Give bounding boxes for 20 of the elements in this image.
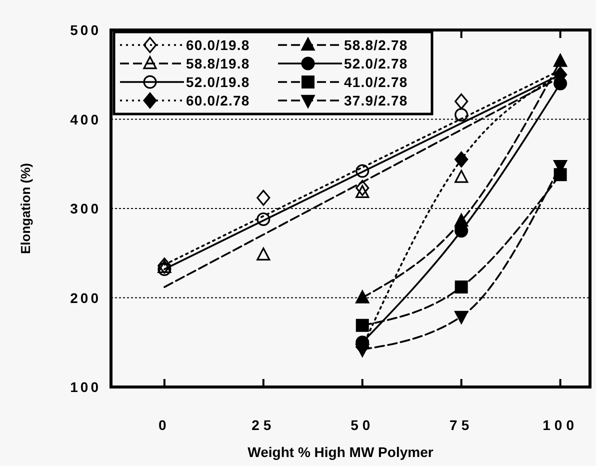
x-axis-title: Weight % High MW Polymer: [248, 444, 434, 460]
legend-label: 52.0/2.78: [344, 56, 408, 72]
y-tick-label: 200: [70, 290, 101, 306]
x-tick-label: 50: [350, 417, 374, 433]
y-tick-label: 100: [70, 379, 101, 395]
x-tick-label: 100: [542, 417, 578, 433]
legend-label: 52.0/19.8: [186, 74, 250, 90]
legend-label: 58.8/2.78: [344, 37, 408, 53]
y-tick-label: 400: [70, 111, 101, 128]
legend-label: 41.0/2.78: [344, 74, 408, 90]
legend-label: 58.8/19.8: [186, 56, 250, 72]
x-tick-label: 25: [252, 417, 276, 433]
legend-label: 60.0/19.8: [186, 37, 250, 53]
x-tick-label: 0: [158, 417, 170, 433]
y-tick-label: 300: [70, 200, 101, 216]
legend-label: 60.0/2.78: [186, 92, 250, 108]
y-tick-label: 500: [70, 22, 101, 38]
y-axis-title: Elongation (%): [18, 163, 33, 254]
legend-label: 37.9/2.78: [344, 92, 408, 108]
x-tick-label: 75: [450, 417, 474, 433]
